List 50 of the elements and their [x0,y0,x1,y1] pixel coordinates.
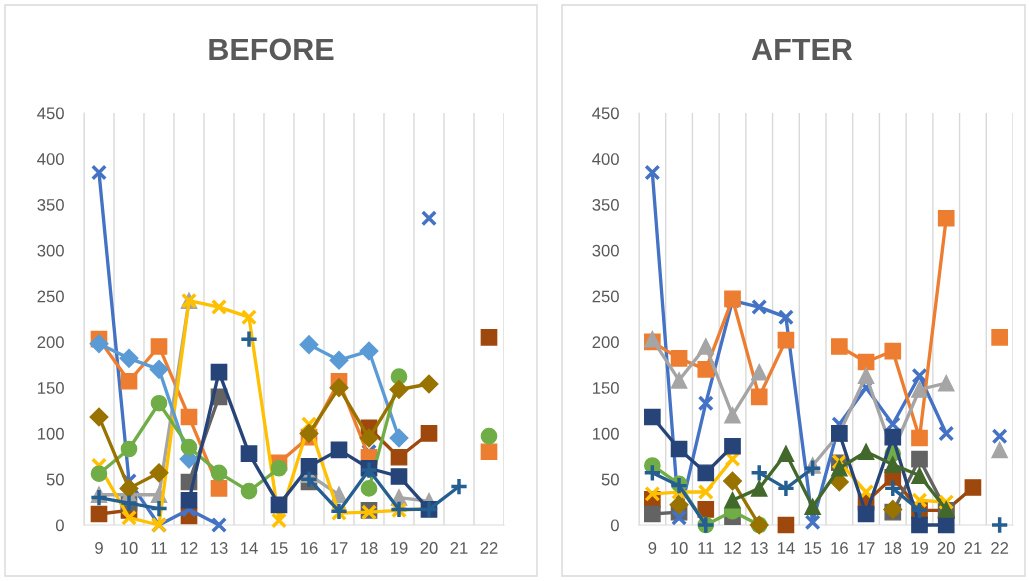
x-tick-label: 21 [964,542,982,554]
y-tick-label: 0 [610,519,619,532]
chart-title: AFTER [751,38,853,60]
y-tick-label: 250 [37,290,64,303]
y-tick-label: 400 [37,153,64,165]
x-tick-label: 18 [884,542,902,554]
x-tick-label: 18 [361,542,378,554]
y-tick-label: 150 [593,382,619,394]
x-tick-label: 16 [831,542,848,554]
x-tick-label: 9 [95,542,103,554]
x-tick-label: 13 [211,542,228,554]
x-tick-label: 10 [671,542,688,554]
x-tick-label: 19 [391,542,408,554]
y-tick-label: 50 [601,473,619,486]
x-tick-label: 15 [271,542,288,554]
x-tick-label: 15 [804,542,822,554]
x-tick-label: 17 [858,542,875,554]
y-tick-label: 150 [38,382,64,394]
y-tick-label: 100 [593,427,619,440]
x-tick-label: 22 [991,542,1009,554]
x-tick-label: 14 [777,542,795,554]
y-tick-label: 100 [38,427,64,440]
y-tick-label: 300 [37,244,64,257]
y-tick-label: 50 [46,473,64,486]
x-tick-label: 10 [121,542,138,554]
x-tick-label: 12 [724,542,741,554]
y-tick-label: 200 [592,336,619,349]
chart-title: BEFORE [209,38,334,61]
x-tick-label: 14 [241,542,258,554]
y-tick-label: 400 [592,153,619,165]
x-tick-label: 16 [301,542,318,554]
y-tick-label: 0 [55,519,64,532]
y-tick-label: 350 [37,198,64,211]
x-tick-label: 20 [420,542,438,554]
x-tick-label: 20 [937,542,955,554]
x-tick-label: 12 [181,542,198,554]
y-tick-label: 250 [592,290,619,303]
x-tick-label: 11 [151,542,167,554]
x-tick-label: 17 [331,542,348,554]
y-tick-label: 450 [37,107,64,120]
y-tick-label: 350 [592,198,619,211]
x-tick-label: 21 [450,542,468,554]
x-tick-label: 22 [480,542,498,554]
x-tick-label: 9 [648,542,657,554]
y-tick-label: 300 [592,244,619,257]
y-tick-label: 200 [37,336,64,349]
x-tick-label: 13 [751,542,768,554]
x-tick-label: 19 [911,542,928,554]
x-tick-label: 11 [698,542,714,554]
y-tick-label: 450 [592,107,619,120]
